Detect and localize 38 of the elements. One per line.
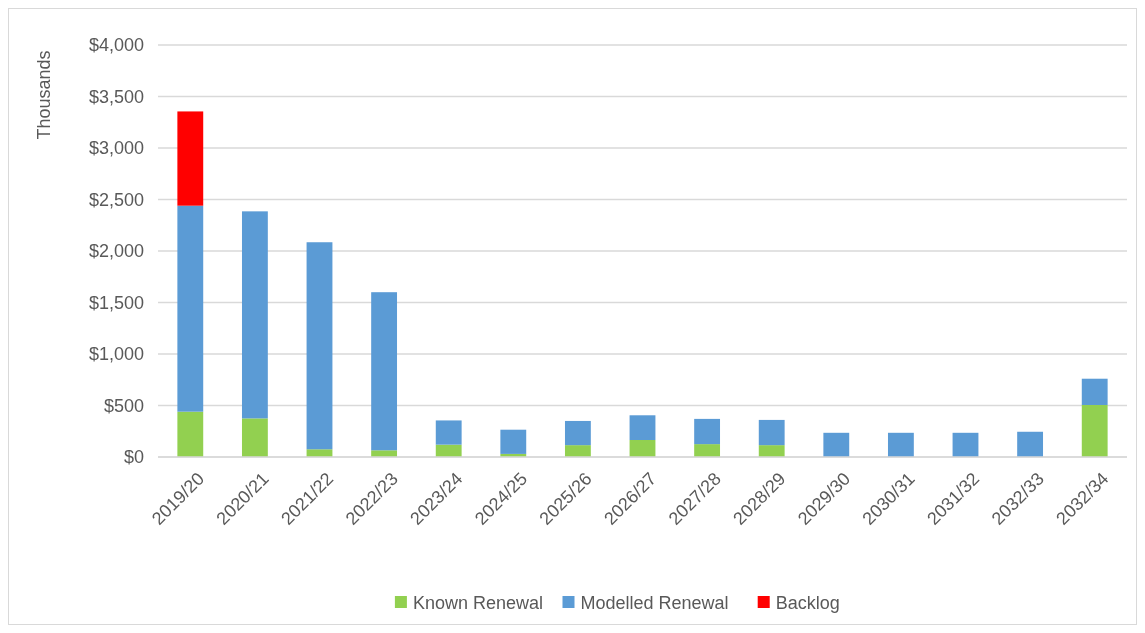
y-tick-label: $0 bbox=[123, 447, 144, 468]
y-tick-label: $500 bbox=[103, 395, 144, 416]
bar bbox=[500, 429, 527, 454]
bar bbox=[629, 440, 656, 457]
bar bbox=[564, 420, 591, 446]
bar bbox=[952, 432, 979, 457]
bar bbox=[241, 211, 268, 419]
y-tick-label: $3,500 bbox=[88, 86, 144, 107]
bar bbox=[177, 411, 204, 457]
bar bbox=[1081, 404, 1108, 457]
legend-label: Backlog bbox=[775, 593, 840, 614]
bar bbox=[371, 450, 398, 457]
bar bbox=[823, 432, 850, 457]
bar bbox=[1017, 431, 1044, 457]
bar bbox=[694, 418, 721, 445]
bar bbox=[1081, 378, 1108, 405]
y-tick-label: $2,000 bbox=[88, 241, 144, 262]
bar bbox=[758, 445, 785, 457]
legend-label: Modelled Renewal bbox=[580, 593, 729, 614]
y-axis-title: Thousands bbox=[34, 50, 54, 140]
bar bbox=[435, 444, 462, 457]
y-tick-label: $3,000 bbox=[88, 138, 144, 159]
legend-label: Known Renewal bbox=[412, 593, 543, 614]
y-tick-label: $4,000 bbox=[88, 35, 144, 56]
y-tick-label: $2,500 bbox=[88, 189, 144, 210]
y-tick-label: $1,000 bbox=[88, 344, 144, 365]
bar bbox=[371, 292, 398, 451]
bar bbox=[564, 445, 591, 457]
bar bbox=[758, 419, 785, 446]
bar bbox=[241, 418, 268, 457]
bar bbox=[306, 242, 333, 450]
bar bbox=[177, 111, 204, 206]
bar bbox=[435, 420, 462, 445]
y-tick-label: $1,500 bbox=[88, 292, 144, 313]
bar bbox=[629, 415, 656, 441]
bar bbox=[177, 205, 204, 412]
bar bbox=[694, 444, 721, 457]
bar bbox=[887, 432, 914, 457]
